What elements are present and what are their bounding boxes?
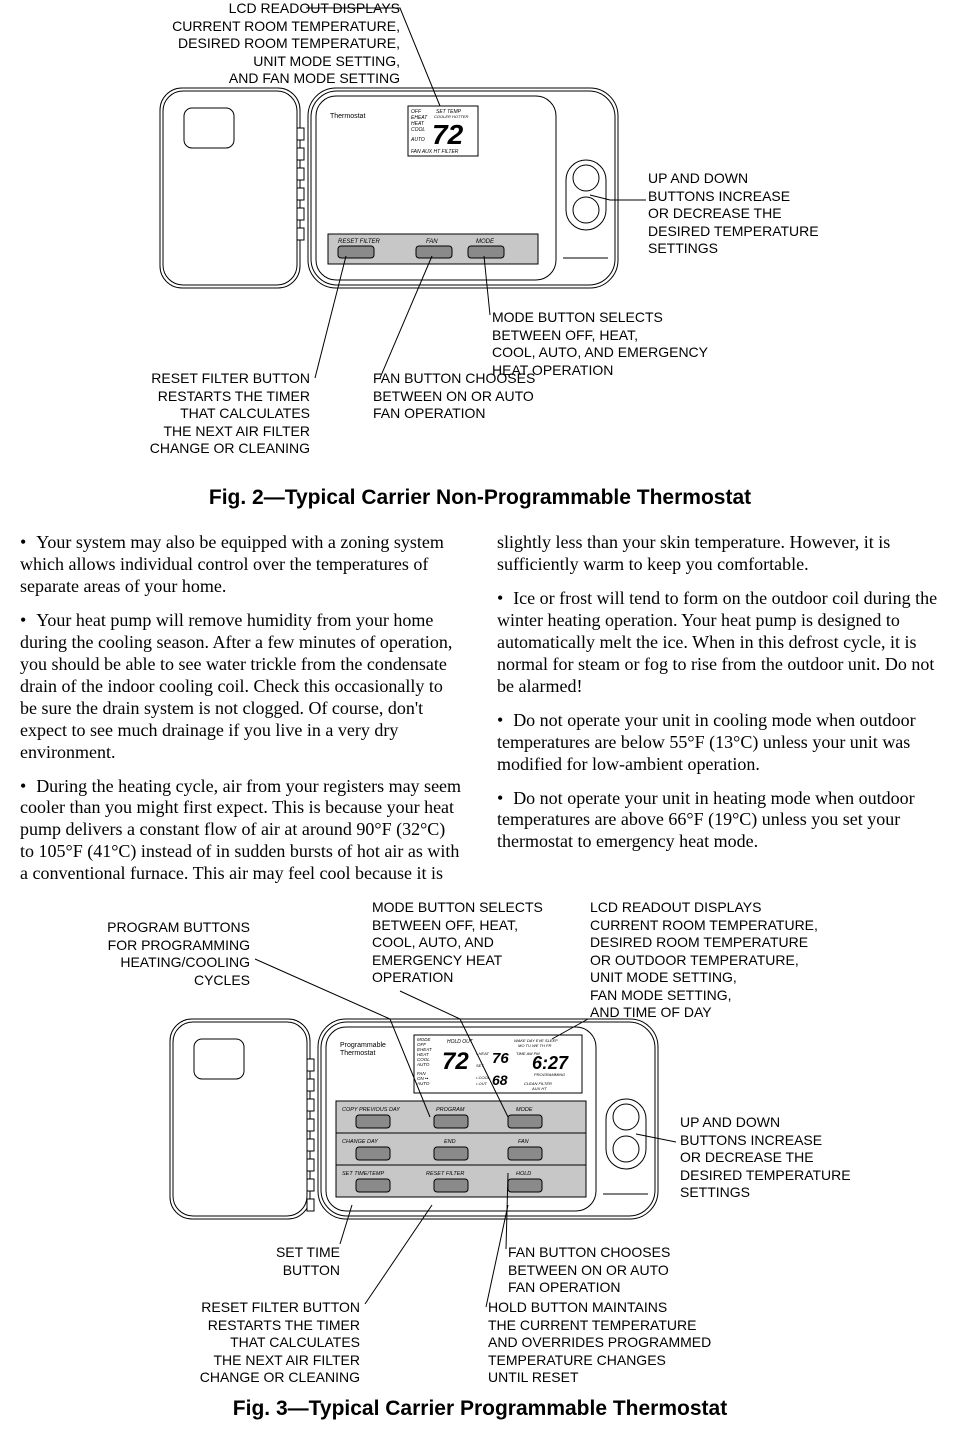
svg-text:SET TIME/TEMP: SET TIME/TEMP: [342, 1171, 385, 1177]
fig2-callout-mode: MODE BUTTON SELECTS BETWEEN OFF, HEAT, C…: [492, 309, 742, 379]
svg-text:Programmable: Programmable: [340, 1042, 386, 1049]
body-p7: Do not operate your unit in heating mode…: [497, 788, 915, 852]
fig3-callout-updown: UP AND DOWN BUTTONS INCREASE OR DECREASE…: [680, 1114, 890, 1202]
fig2-caption: Fig. 2—Typical Carrier Non-Programmable …: [0, 486, 960, 510]
fig2-callout-reset: RESET FILTER BUTTON RESTARTS THE TIMER T…: [120, 370, 310, 458]
svg-text:AUTO: AUTO: [416, 1081, 430, 1086]
svg-text:Thermostat: Thermostat: [340, 1050, 375, 1057]
fig3-callout-reset: RESET FILTER BUTTON RESTARTS THE TIMER T…: [170, 1299, 360, 1387]
svg-text:AUTO: AUTO: [416, 1062, 430, 1067]
svg-text:68: 68: [492, 1072, 508, 1088]
svg-text:PROGRAMMING: PROGRAMMING: [534, 1072, 565, 1077]
svg-text:MO TU WE TH FR: MO TU WE TH FR: [518, 1043, 551, 1048]
body-p4: slightly less than your skin temperature…: [497, 532, 890, 574]
svg-text:COOL: COOL: [411, 127, 425, 133]
svg-text:END: END: [444, 1139, 456, 1145]
svg-text:• OUT: • OUT: [476, 1081, 488, 1086]
body-p2: Your heat pump will remove humidity from…: [20, 610, 452, 762]
svg-text:MODE: MODE: [516, 1107, 533, 1113]
svg-text:6:27: 6:27: [532, 1053, 569, 1073]
svg-text:RESET FILTER: RESET FILTER: [338, 239, 381, 245]
body-p3: During the heating cycle, air from your …: [20, 776, 461, 884]
fig3-callout-fan: FAN BUTTON CHOOSES BETWEEN ON OR AUTO FA…: [508, 1244, 728, 1297]
svg-text:HOLD: HOLD: [516, 1171, 531, 1177]
svg-text:MODE: MODE: [476, 239, 495, 245]
svg-text:PROGRAM: PROGRAM: [436, 1107, 465, 1113]
fig2-callout-fan: FAN BUTTON CHOOSES BETWEEN ON OR AUTO FA…: [373, 370, 573, 423]
fig3-caption: Fig. 3—Typical Carrier Programmable Ther…: [0, 1397, 960, 1421]
fig3-callout-mode: MODE BUTTON SELECTS BETWEEN OFF, HEAT, C…: [372, 899, 572, 987]
svg-text:FAN: FAN: [426, 239, 438, 245]
figure-2-container: LCD READOUT DISPLAYS CURRENT ROOM TEMPER…: [0, 0, 960, 468]
fig2-callout-lcd: LCD READOUT DISPLAYS CURRENT ROOM TEMPER…: [140, 0, 400, 88]
svg-text:FAN: FAN: [518, 1139, 529, 1145]
fig3-callout-hold: HOLD BUTTON MAINTAINS THE CURRENT TEMPER…: [488, 1299, 748, 1387]
svg-text:FAN AUX HT FILTER: FAN AUX HT FILTER: [411, 149, 459, 155]
body-p5: Ice or frost will tend to form on the ou…: [497, 588, 937, 696]
figure-3-container: PROGRAM BUTTONS FOR PROGRAMMING HEATING/…: [0, 899, 960, 1379]
svg-text:Thermostat: Thermostat: [330, 113, 365, 120]
fig2-callout-updown: UP AND DOWN BUTTONS INCREASE OR DECREASE…: [648, 170, 858, 258]
fig3-callout-program: PROGRAM BUTTONS FOR PROGRAMMING HEATING/…: [60, 919, 250, 989]
body-p6: Do not operate your unit in cooling mode…: [497, 710, 916, 774]
svg-text:AUTO: AUTO: [410, 137, 425, 143]
body-p1: Your system may also be equipped with a …: [20, 532, 444, 596]
svg-text:AUX HT: AUX HT: [531, 1086, 547, 1091]
fig3-callout-lcd: LCD READOUT DISPLAYS CURRENT ROOM TEMPER…: [590, 899, 850, 1022]
svg-text:RESET FILTER: RESET FILTER: [426, 1171, 464, 1177]
body-text: •Your system may also be equipped with a…: [20, 532, 940, 885]
svg-text:CHANGE DAY: CHANGE DAY: [342, 1139, 378, 1145]
fig3-callout-settime: SET TIME BUTTON: [240, 1244, 340, 1279]
svg-text:COPY PREVIOUS DAY: COPY PREVIOUS DAY: [342, 1107, 400, 1113]
svg-text:76: 76: [492, 1050, 509, 1067]
svg-text:72: 72: [432, 119, 464, 150]
svg-text:72: 72: [442, 1048, 469, 1075]
